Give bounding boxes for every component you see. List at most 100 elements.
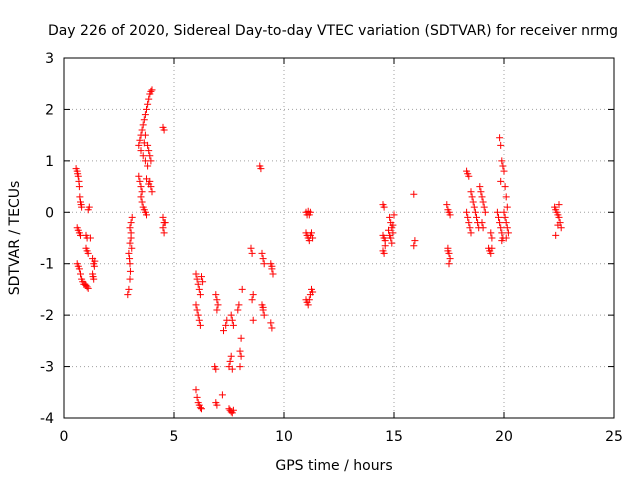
- data-point: [555, 201, 563, 209]
- data-point: [126, 255, 134, 263]
- chart-title: Day 226 of 2020, Sidereal Day-to-day VTE…: [48, 23, 618, 39]
- data-point: [147, 157, 155, 165]
- data-point: [555, 213, 563, 221]
- data-point: [127, 219, 135, 227]
- data-point: [260, 260, 268, 268]
- data-point: [502, 234, 510, 242]
- data-point: [143, 105, 150, 113]
- data-point: [214, 301, 222, 309]
- data-point: [137, 147, 145, 155]
- y-axis-label: SDTVAR / TECUs: [7, 181, 23, 296]
- data-point: [148, 188, 156, 196]
- data-point: [128, 213, 136, 221]
- x-tick-label: 5: [170, 429, 179, 445]
- data-point: [480, 203, 488, 211]
- data-point: [229, 321, 237, 329]
- data-point: [194, 311, 202, 319]
- y-tick-label: -1: [40, 257, 54, 273]
- data-point: [198, 273, 205, 281]
- data-point: [380, 249, 388, 257]
- data-point: [148, 86, 156, 94]
- data-point: [138, 188, 146, 196]
- data-point: [161, 219, 169, 227]
- data-point: [139, 121, 147, 129]
- data-point: [212, 365, 220, 373]
- data-point: [479, 198, 487, 206]
- data-point: [235, 301, 243, 309]
- data-point: [390, 211, 398, 219]
- data-point: [136, 136, 144, 144]
- data-point: [220, 327, 227, 335]
- data-point: [478, 193, 486, 201]
- data-point: [304, 301, 312, 309]
- data-point: [192, 386, 200, 394]
- data-point: [473, 213, 480, 221]
- data-point: [267, 319, 275, 327]
- data-point: [141, 111, 149, 119]
- data-point: [248, 296, 256, 304]
- data-point: [389, 221, 397, 229]
- data-point: [234, 306, 242, 314]
- data-point: [410, 242, 418, 250]
- data-point: [493, 208, 501, 216]
- data-point: [135, 172, 143, 180]
- data-point: [125, 249, 133, 257]
- data-point: [477, 188, 485, 196]
- data-point: [124, 291, 132, 299]
- data-point: [126, 267, 134, 275]
- data-point: [411, 237, 419, 245]
- data-point: [386, 213, 394, 221]
- data-point: [269, 270, 277, 278]
- data-point: [196, 404, 204, 412]
- y-tick-label: -3: [40, 360, 54, 376]
- data-point: [498, 229, 506, 237]
- data-point: [236, 363, 244, 371]
- data-point: [381, 242, 389, 250]
- x-tick-label: 10: [275, 429, 293, 445]
- data-point: [212, 291, 220, 299]
- data-point: [552, 231, 560, 239]
- data-point: [85, 203, 93, 211]
- data-point: [257, 165, 265, 173]
- data-point: [236, 347, 244, 355]
- data-point: [501, 213, 509, 221]
- data-point: [467, 188, 475, 196]
- data-point: [160, 126, 168, 134]
- data-point: [126, 239, 134, 247]
- data-point: [143, 211, 150, 219]
- data-point: [502, 193, 510, 201]
- data-point: [192, 270, 200, 278]
- data-point: [445, 260, 453, 268]
- data-point: [481, 208, 489, 216]
- data-point: [141, 131, 149, 139]
- data-point: [213, 296, 221, 304]
- data-point: [89, 273, 97, 281]
- x-tick-label: 15: [385, 429, 403, 445]
- data-point: [143, 175, 150, 183]
- x-tick-label: 25: [605, 429, 623, 445]
- plot-frame: [63, 57, 615, 419]
- data-point: [463, 208, 471, 216]
- y-tick-label: -2: [40, 308, 54, 324]
- y-tick-label: 3: [45, 51, 54, 67]
- data-point: [504, 229, 512, 237]
- data-point: [137, 193, 145, 201]
- data-point: [86, 234, 94, 242]
- data-point: [145, 95, 153, 103]
- data-point: [146, 152, 154, 160]
- data-point: [479, 224, 487, 232]
- data-point: [487, 249, 495, 257]
- data-point: [199, 278, 207, 286]
- data-point: [260, 311, 268, 319]
- data-point: [159, 224, 167, 232]
- x-tick-label: 20: [495, 429, 513, 445]
- data-point: [193, 306, 201, 314]
- data-point: [495, 213, 502, 221]
- data-point: [249, 316, 257, 324]
- data-point: [465, 219, 473, 227]
- data-point: [497, 141, 505, 149]
- data-point: [195, 285, 203, 293]
- data-point: [501, 183, 509, 191]
- data-point: [470, 203, 478, 211]
